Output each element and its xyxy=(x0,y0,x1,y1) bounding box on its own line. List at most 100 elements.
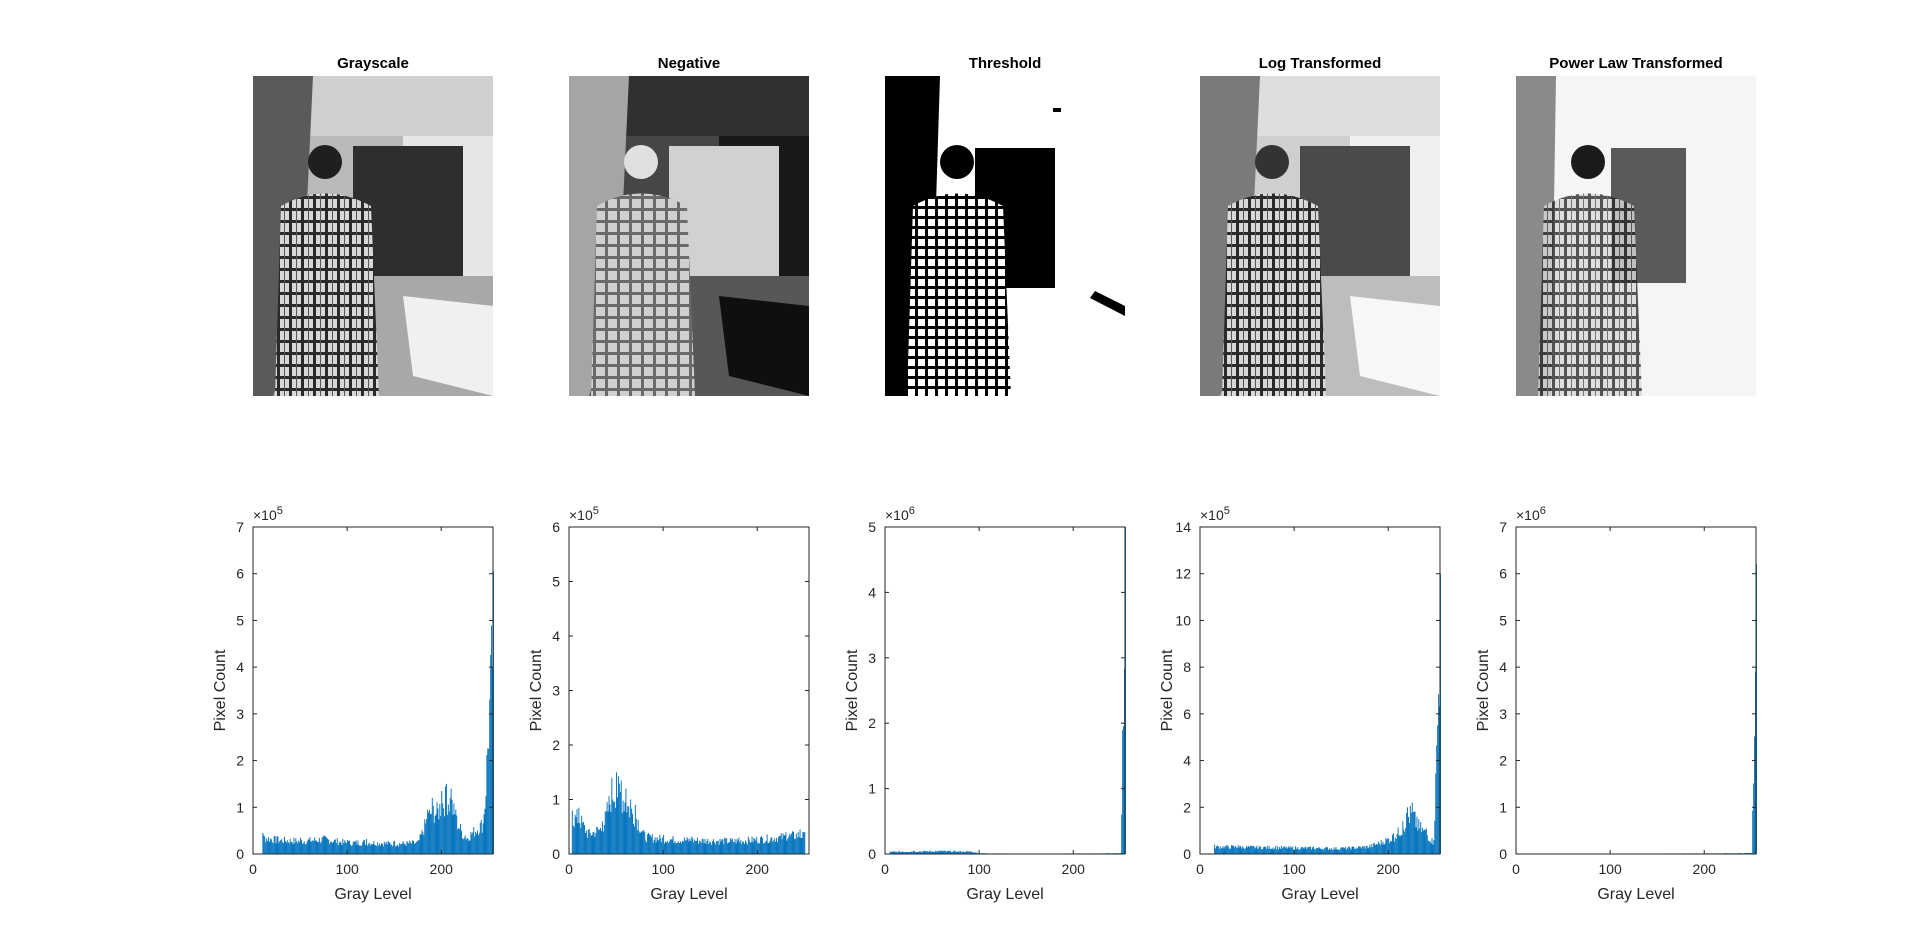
histogram-bar xyxy=(910,851,912,854)
histogram-bar xyxy=(1226,845,1228,854)
histogram-bar xyxy=(758,842,760,854)
histogram-bar xyxy=(1218,848,1220,854)
histogram-bar xyxy=(360,845,362,854)
histogram-bar xyxy=(1286,848,1288,854)
histogram-bar xyxy=(417,839,419,854)
histogram-bar xyxy=(1376,844,1378,854)
histogram-bar xyxy=(658,840,660,854)
histogram-bar xyxy=(313,840,315,854)
histogram-bar xyxy=(437,808,439,854)
histogram-bar xyxy=(285,842,287,854)
y-tick-label: 0 xyxy=(1183,846,1191,862)
histogram-bar xyxy=(744,843,746,854)
histogram-bars xyxy=(571,772,806,854)
histogram-bar xyxy=(452,814,454,854)
histogram-bar xyxy=(603,824,605,854)
histogram-bar xyxy=(919,851,921,854)
histogram-bar xyxy=(479,822,481,854)
histogram-bar xyxy=(1416,816,1418,854)
histogram-bar xyxy=(414,843,416,854)
histogram-bar xyxy=(716,841,718,854)
histogram-bar xyxy=(593,831,595,854)
histogram-bar xyxy=(649,834,650,854)
histogram-bar xyxy=(961,852,963,854)
x-tick-label: 200 xyxy=(1693,861,1717,877)
histogram-bar xyxy=(944,850,946,854)
histogram-bar xyxy=(755,840,757,854)
histogram-bar xyxy=(615,807,617,854)
histogram-bar xyxy=(632,813,634,854)
histogram-bar xyxy=(1262,849,1264,854)
grayscale-photo xyxy=(253,76,493,396)
histogram-bar xyxy=(662,837,664,854)
histogram-bar xyxy=(1270,848,1272,854)
histogram-bar xyxy=(696,840,698,854)
histogram-bar xyxy=(629,817,631,854)
histogram-bar xyxy=(648,832,650,854)
y-exponent-label: ×105 xyxy=(253,505,283,523)
histogram-bar xyxy=(750,842,752,854)
histogram-bar xyxy=(1352,846,1354,854)
histogram-bar xyxy=(1392,834,1393,854)
histogram-bar xyxy=(441,790,443,854)
histogram-bar xyxy=(1259,845,1261,854)
histogram-bar xyxy=(1345,849,1347,854)
histogram-bar xyxy=(1249,845,1251,854)
histogram-bar xyxy=(348,841,350,854)
histogram-bar xyxy=(604,811,606,854)
histogram-bar xyxy=(578,807,580,854)
histogram-bar xyxy=(596,826,598,854)
histogram-bar xyxy=(899,851,901,854)
histogram-bar xyxy=(1348,846,1350,854)
histogram-bar xyxy=(265,842,267,854)
histogram-bar xyxy=(911,851,913,854)
histogram-bar xyxy=(796,837,798,854)
histogram-bar xyxy=(1417,830,1419,854)
histogram-5: 0 1 2 3 4 5 6 7 0 100 200 ×106 Gray Level Pixel Count xyxy=(1475,505,1757,903)
axes-box xyxy=(568,526,810,855)
histogram-bar xyxy=(1221,847,1223,854)
histogram-bar xyxy=(275,843,277,854)
histogram-bar xyxy=(1297,849,1299,854)
histogram-bar xyxy=(797,832,799,854)
histogram-bar xyxy=(301,840,302,854)
histogram-bar xyxy=(1248,846,1249,854)
histogram-bar xyxy=(725,838,727,854)
axes-box xyxy=(1199,526,1441,855)
histogram-bar xyxy=(630,799,632,854)
histogram-bar xyxy=(639,833,641,854)
histogram-bar xyxy=(698,840,700,854)
histogram-bar xyxy=(471,834,473,854)
histogram-bar xyxy=(305,844,307,854)
x-tick-label: 200 xyxy=(1377,861,1401,877)
histogram-bar xyxy=(286,840,288,854)
histogram-bar xyxy=(1341,846,1343,854)
histogram-bar xyxy=(306,841,308,854)
histogram-bar xyxy=(960,850,962,854)
histogram-bars xyxy=(1520,564,1757,854)
histogram-bar xyxy=(269,841,270,854)
histogram-bar xyxy=(1334,849,1336,854)
histogram-bar xyxy=(614,801,616,854)
histogram-bar xyxy=(416,841,418,854)
histogram-bar xyxy=(1313,849,1315,854)
histogram-bar xyxy=(589,832,591,854)
histogram-bar xyxy=(397,844,398,854)
histogram-bar xyxy=(1748,852,1750,854)
histogram-bar xyxy=(799,829,801,854)
histogram-bar xyxy=(376,846,378,854)
histogram-bar xyxy=(418,840,420,854)
histogram-bar xyxy=(700,842,702,854)
histogram-bar xyxy=(369,845,371,854)
histogram-bar xyxy=(699,841,701,854)
histogram-bar xyxy=(386,844,388,854)
histogram-bar xyxy=(925,851,927,854)
histogram-bar xyxy=(1243,847,1245,854)
histogram-bar xyxy=(1296,848,1297,854)
x-axis-label: Gray Level xyxy=(334,886,411,903)
histogram-bar xyxy=(952,851,954,854)
y-tick-label: 6 xyxy=(236,566,244,582)
histogram-bar xyxy=(263,835,265,854)
histogram-bar xyxy=(746,844,748,854)
histogram-bar xyxy=(688,841,690,854)
